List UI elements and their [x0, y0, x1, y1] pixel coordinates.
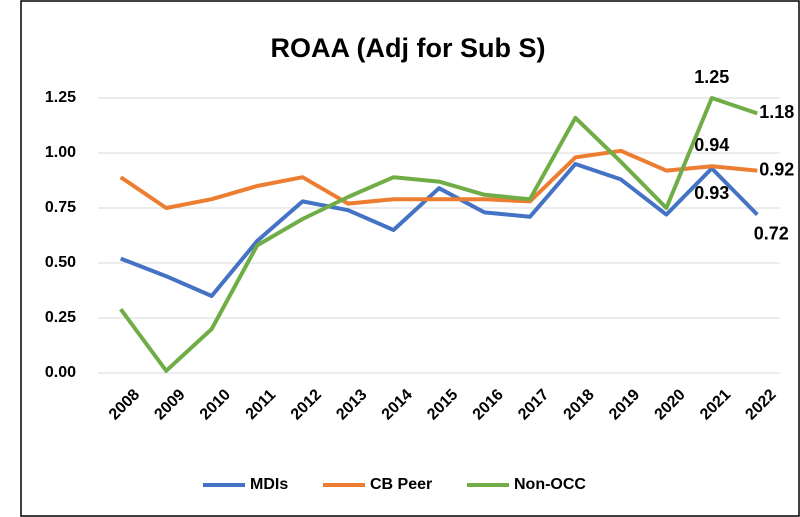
series-line — [119, 148, 758, 210]
data-label: 0.92 — [759, 159, 794, 179]
y-tick-label: 0.25 — [45, 309, 76, 326]
y-tick-label: 1.00 — [45, 144, 76, 161]
chart-title: ROAA (Adj for Sub S) — [271, 33, 546, 63]
data-label: 1.25 — [694, 67, 729, 87]
y-tick-label: 1.25 — [45, 89, 76, 106]
legend-label: Non-OCC — [514, 476, 586, 493]
data-label: 0.94 — [694, 135, 729, 155]
legend-label: MDIs — [250, 476, 288, 493]
series-line — [120, 162, 759, 298]
series-line — [119, 96, 758, 373]
y-tick-label: 0.50 — [45, 254, 76, 271]
y-tick-label: 0.75 — [45, 199, 76, 216]
legend-label: CB Peer — [370, 476, 432, 493]
chart-border — [20, 0, 800, 517]
data-label: 1.18 — [759, 102, 794, 122]
data-label: 0.72 — [754, 223, 789, 243]
y-tick-label: 0.00 — [45, 364, 76, 381]
data-label: 0.93 — [694, 183, 729, 203]
